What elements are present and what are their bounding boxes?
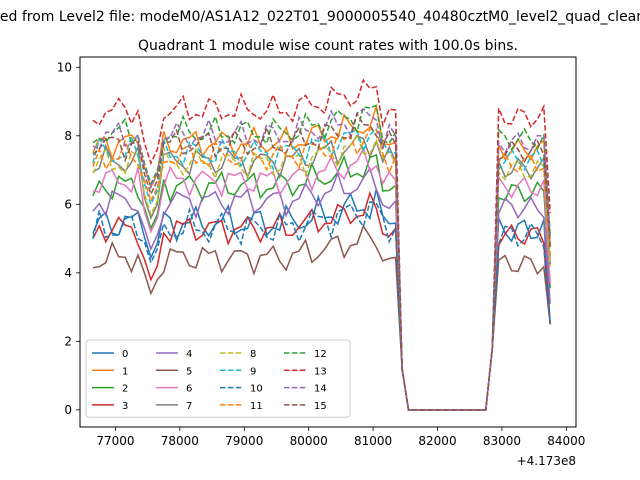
y-tick-label: 4 — [64, 266, 72, 280]
y-axis: 0 2 4 6 8 10 — [57, 60, 80, 417]
y-tick-label: 6 — [64, 197, 72, 211]
x-tick-label: 83000 — [483, 434, 521, 448]
x-tick-label: 80000 — [290, 434, 328, 448]
x-offset-label: +4.173e8 — [517, 454, 576, 468]
legend-label-10: 10 — [250, 384, 263, 395]
legend-box — [85, 339, 351, 418]
legend-label-2: 2 — [122, 384, 128, 395]
legend-label-0: 0 — [122, 349, 128, 360]
legend-label-3: 3 — [122, 401, 128, 412]
y-tick-label: 0 — [64, 403, 72, 417]
series-layer — [92, 78, 551, 411]
legend-label-12: 12 — [314, 349, 327, 360]
legend-label-7: 7 — [186, 401, 192, 412]
figure-suptitle: Plotted from Level2 file: modeM0/AS1A12_… — [0, 9, 640, 25]
x-axis: 77000 78000 79000 80000 81000 82000 83000 84000 — [96, 427, 585, 448]
plot-area: 77000 78000 79000 80000 81000 82000 83000 84000… — [57, 56, 585, 468]
legend-label-13: 13 — [314, 366, 327, 377]
x-tick-label: 79000 — [225, 434, 263, 448]
y-tick-label: 2 — [64, 334, 72, 348]
legend-label-5: 5 — [186, 366, 192, 377]
legend-label-15: 15 — [314, 401, 327, 412]
legend-label-1: 1 — [122, 366, 128, 377]
chart-title: Quadrant 1 module wise count rates with … — [138, 38, 518, 54]
x-tick-label: 82000 — [418, 434, 456, 448]
legend-label-4: 4 — [186, 349, 192, 360]
legend-label-11: 11 — [250, 401, 263, 412]
axes-frame — [79, 56, 577, 428]
legend-label-6: 6 — [186, 384, 192, 395]
series-line-10 — [92, 201, 551, 411]
x-tick-label: 78000 — [161, 434, 199, 448]
series-line-15 — [92, 111, 551, 411]
legend-label-14: 14 — [314, 384, 327, 395]
x-tick-label: 81000 — [354, 434, 392, 448]
series-line-11 — [92, 128, 551, 411]
legend-label-9: 9 — [250, 366, 256, 377]
legend-label-8: 8 — [250, 349, 256, 360]
y-tick-label: 10 — [57, 60, 72, 74]
x-tick-label: 84000 — [547, 434, 585, 448]
y-tick-label: 8 — [64, 129, 72, 143]
x-tick-label: 77000 — [96, 434, 134, 448]
